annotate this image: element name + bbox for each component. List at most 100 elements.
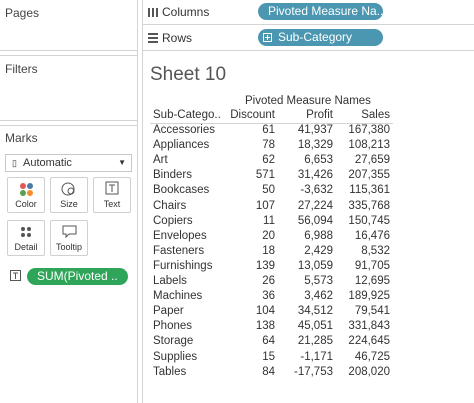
row-header: Storage: [153, 335, 194, 348]
marks-title: Marks: [5, 131, 38, 145]
row-header: Art: [153, 154, 168, 167]
button-label: Detail: [14, 242, 38, 252]
cell-value: 13,059: [297, 259, 333, 272]
columns-label: Columns: [162, 5, 210, 19]
button-label: Tooltip: [55, 242, 82, 252]
button-label: Color: [15, 199, 37, 209]
cell-value: 34,512: [297, 305, 333, 318]
expand-icon: [263, 33, 272, 42]
row-header: Binders: [153, 169, 192, 182]
cell-value: 115,361: [349, 184, 390, 197]
cell-value: 15: [262, 350, 275, 363]
cell-value: 41,937: [297, 124, 333, 136]
row-header: Appliances: [153, 139, 210, 152]
tooltip-button[interactable]: Tooltip: [50, 220, 88, 256]
cell-value: 78: [262, 139, 275, 152]
row-header: Envelopes: [153, 229, 207, 242]
cell-value: 31,426: [297, 169, 333, 182]
cell-value: 150,745: [348, 214, 390, 227]
divider: [0, 125, 137, 126]
cell-value: 36: [262, 290, 275, 303]
cell-value: 18,329: [297, 139, 333, 152]
row-header: Phones: [153, 320, 193, 333]
cell-value: 26: [262, 275, 275, 287]
row-header: Chairs: [153, 199, 187, 212]
size-button[interactable]: Size: [50, 177, 88, 213]
cell-value: 84: [262, 365, 275, 378]
icon: [61, 182, 75, 196]
cell-value: 45,051: [297, 320, 333, 333]
cell-value: 56,094: [297, 214, 333, 227]
cell-value: 20: [262, 229, 275, 242]
cell-value: 5,573: [304, 275, 333, 287]
pages-title: Pages: [5, 6, 40, 20]
panel-divider: [142, 0, 143, 403]
mark-type: Automatic: [23, 157, 72, 169]
column-header: Sales: [361, 109, 390, 121]
row-header: Fasteners: [153, 244, 205, 257]
cell-value: 208,020: [348, 365, 390, 378]
cell-value: 167,380: [348, 124, 390, 136]
cell-value: 16,476: [354, 229, 390, 242]
cell-value: 21,285: [297, 335, 333, 348]
icon: [20, 183, 33, 196]
panel-divider: [137, 0, 138, 403]
cell-value: 2,429: [304, 244, 333, 257]
cell-value: 18: [262, 244, 275, 257]
cell-value: 571: [255, 169, 275, 182]
cell-value: 11: [263, 214, 275, 227]
text-button[interactable]: Text: [93, 177, 131, 213]
rows-pill[interactable]: Sub-Category: [258, 29, 383, 46]
text-icon: [10, 270, 21, 281]
column-header: Profit: [306, 109, 333, 121]
cell-value: 335,768: [348, 199, 390, 212]
cell-value: 189,925: [348, 290, 390, 303]
row-header: Bookcases: [153, 184, 210, 197]
header-divider: [150, 123, 393, 124]
cell-value: 139: [255, 259, 275, 272]
row-header: Labels: [153, 275, 187, 287]
row-header: Copiers: [153, 214, 193, 227]
row-header: Furnishings: [153, 259, 213, 272]
group-header: Pivoted Measure Names: [245, 95, 371, 107]
icon: ▯: [12, 158, 17, 168]
icon: [21, 227, 31, 237]
cell-value: 6,653: [304, 154, 333, 167]
cell-value: -17,753: [293, 365, 333, 378]
detail-button[interactable]: Detail: [7, 220, 45, 256]
cell-value: 104: [255, 305, 275, 318]
cell-value: 331,843: [348, 320, 390, 333]
measure-pill[interactable]: SUM(Pivoted ..: [27, 268, 128, 285]
cell-value: 91,705: [354, 259, 390, 272]
row-header: Paper: [153, 305, 184, 318]
cell-value: 27,659: [354, 154, 390, 167]
row-header: Accessories: [153, 124, 215, 136]
icon: [105, 181, 119, 195]
divider: [0, 55, 137, 56]
sheet-title: Sheet 10: [150, 64, 227, 85]
column-header: Sub-Catego..: [153, 109, 221, 121]
rows-icon: [148, 33, 158, 43]
cell-value: 62: [262, 154, 275, 167]
mark-type-dropdown[interactable]: ▯ Automatic ▼: [5, 154, 132, 172]
divider: [0, 50, 137, 51]
filters-title: Filters: [5, 62, 38, 76]
cell-value: 107: [255, 199, 275, 212]
button-label: Size: [60, 199, 78, 209]
color-button[interactable]: Color: [7, 177, 45, 213]
dropdown-arrow: ▼: [118, 158, 126, 167]
rows-label: Rows: [162, 31, 193, 45]
cell-value: 61: [262, 124, 275, 136]
cell-value: 3,462: [304, 290, 333, 303]
divider: [142, 24, 474, 25]
cell-value: 12,695: [354, 275, 390, 287]
columns-icon: [148, 8, 158, 17]
divider: [0, 120, 137, 121]
cell-value: 79,541: [354, 305, 390, 318]
cell-value: 8,532: [361, 244, 390, 257]
cell-value: 108,213: [348, 139, 390, 152]
row-header: Tables: [153, 365, 187, 378]
columns-pill[interactable]: Pivoted Measure Na..: [258, 3, 383, 20]
cell-value: -3,632: [300, 184, 333, 197]
